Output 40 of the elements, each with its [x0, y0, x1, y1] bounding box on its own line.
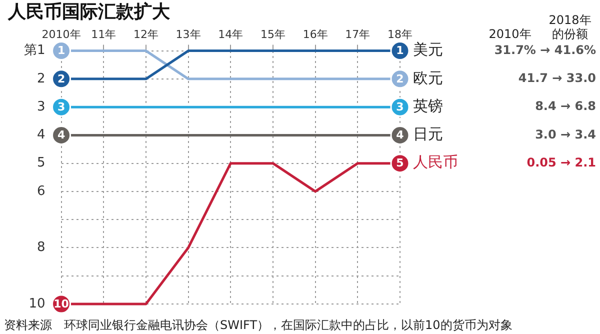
- x-tick-label: 18年: [388, 28, 412, 42]
- x-tick-label: 11年: [91, 28, 116, 42]
- data-label: 5: [396, 156, 404, 170]
- chart-title: 人民币国际汇款扩大: [7, 1, 171, 22]
- series-label: 人民币: [413, 153, 458, 172]
- y-tick-label: 4: [36, 128, 46, 143]
- y-tick-label: 5: [36, 156, 46, 171]
- y-tick-label: 6: [36, 184, 46, 199]
- text: 31.7% → 41.6%: [494, 42, 596, 57]
- x-tick-label: 14年: [218, 28, 244, 42]
- data-label: 2: [396, 72, 404, 86]
- data-label: 3: [396, 100, 404, 114]
- data-label: 3: [57, 100, 66, 114]
- text: 3.0 → 3.4: [535, 127, 596, 142]
- text: 2018年的份额: [548, 13, 592, 41]
- y-tick-label: 3: [36, 99, 46, 114]
- text: 0.05 → 2.1: [526, 155, 596, 170]
- x-tick-label: 13年: [176, 28, 201, 42]
- series-label: 英镑: [413, 96, 443, 115]
- y-tick-label: 2: [36, 71, 46, 86]
- data-label: 4: [57, 128, 66, 142]
- y-tick-label: 第1: [24, 43, 46, 58]
- data-label: 2: [57, 72, 66, 86]
- data-label: 4: [396, 128, 404, 142]
- x-tick-label: 16年: [302, 28, 328, 42]
- data-label: 10: [54, 297, 70, 310]
- text: 41.7 → 33.0: [518, 71, 596, 86]
- data-label: 1: [396, 44, 404, 58]
- text: 资料来源 环球同业银行金融电讯协会（SWIFT），在国际汇款中的占比，以前10的货币为对象: [4, 318, 512, 332]
- series-label: 日元: [413, 125, 443, 144]
- x-tick-label: 17年: [345, 28, 370, 42]
- text: 8.4 → 6.8: [535, 99, 596, 114]
- x-tick-label: 15年: [260, 28, 286, 42]
- y-tick-label: 8: [36, 240, 46, 256]
- y-tick-label: 10: [28, 296, 46, 312]
- x-tick-label: 12年: [133, 28, 158, 42]
- series-label: 欧元: [413, 68, 443, 87]
- data-label: 1: [57, 44, 66, 58]
- series-label: 美元: [413, 40, 443, 59]
- x-tick-label: 2010年: [42, 28, 81, 42]
